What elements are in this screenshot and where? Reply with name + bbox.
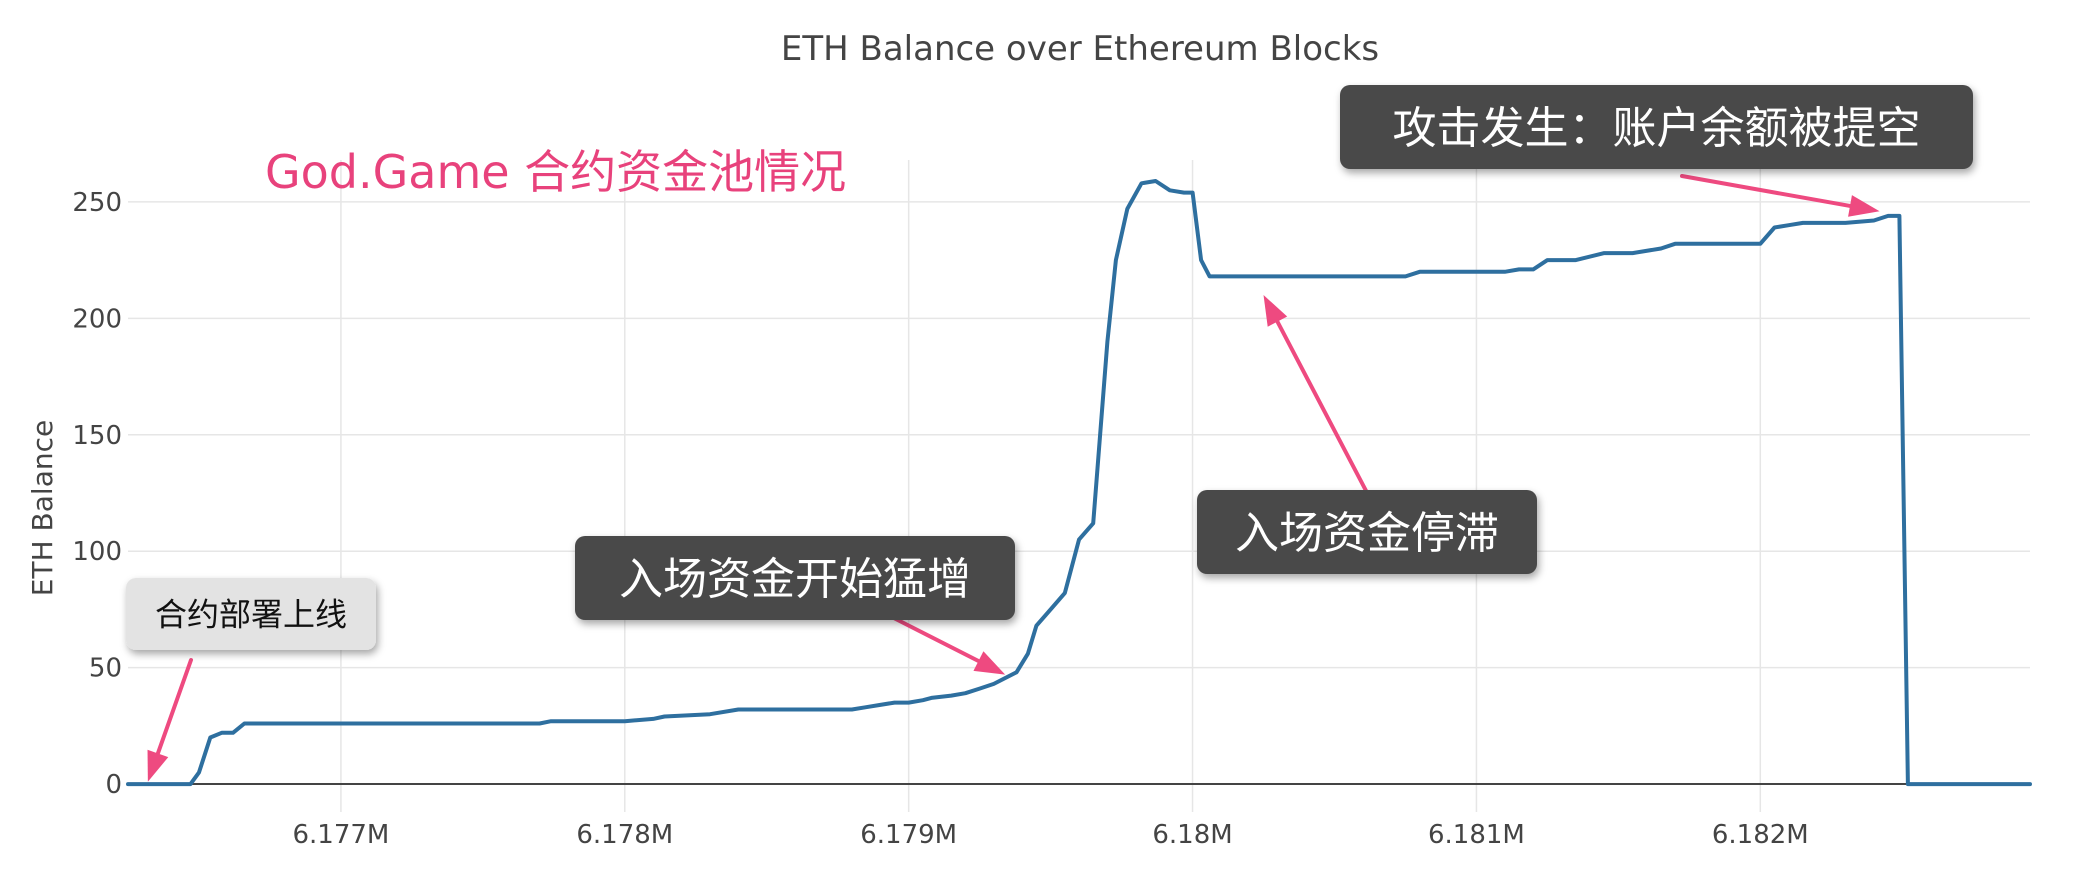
annotation-label: 入场资金停滞 [1235,508,1499,559]
chart-title: ETH Balance over Ethereum Blocks [781,29,1379,69]
annotations: 合约部署上线 入场资金开始猛增 入场资金停滞 攻击发生：账户余额被提空 [126,85,1973,782]
y-tick-label: 250 [72,188,122,218]
series-line [126,179,2032,787]
x-tick-label: 6.178M [576,820,673,850]
x-tick-label: 6.18M [1152,820,1232,850]
y-tick-label: 100 [72,537,122,567]
x-tick-label: 6.179M [860,820,957,850]
annotation-arrow-head [973,651,1006,675]
annotation-box [575,536,1015,620]
chart-subtitle: God.Game 合约资金池情况 [265,145,846,199]
annotation-arrow-head [1263,295,1288,327]
grid [128,160,2030,812]
y-tick-label: 50 [89,654,122,684]
axes: 6.177M 6.178M 6.179M 6.18M 6.181M 6.182M 0 50 10… [72,188,1808,850]
y-tick-label: 200 [72,304,122,334]
annotation-label: 合约部署上线 [155,596,347,634]
annotation-box [1340,85,1973,169]
annotation-box [1197,490,1537,574]
annotation-arrow [1275,319,1376,508]
annotation-label: 入场资金开始猛增 [619,554,971,605]
x-tick-label: 6.182M [1712,820,1809,850]
annotation-arrow [880,610,981,664]
annotation-arrow [1680,174,1853,208]
annotation-arrow [155,658,193,756]
annotation-box [126,578,376,650]
annotation-label: 攻击发生：账户余额被提空 [1393,103,1921,154]
y-tick-label: 0 [105,770,122,800]
y-axis-label: ETH Balance [26,420,59,596]
plot-area [126,179,2032,787]
x-tick-label: 6.181M [1428,820,1525,850]
x-tick-label: 6.177M [292,820,389,850]
y-tick-label: 150 [72,421,122,451]
annotation-arrow-head [1848,195,1880,217]
annotation-arrow-head [147,749,169,782]
